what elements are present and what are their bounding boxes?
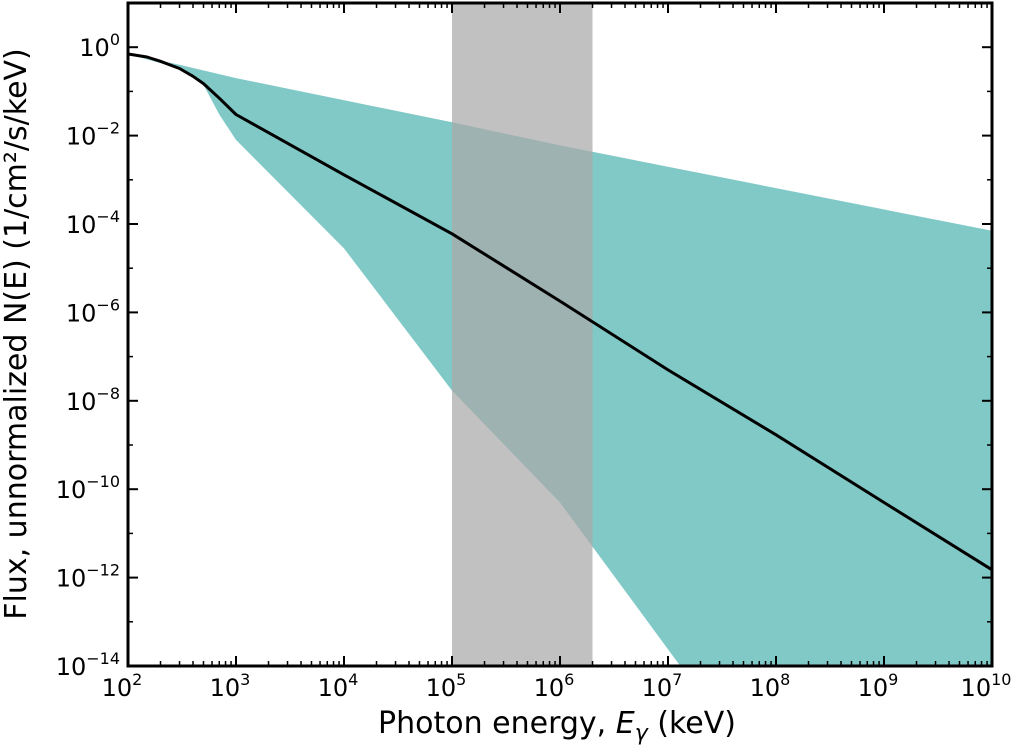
y-tick-label: 100 [79,30,120,62]
x-tick-label: 106 [534,670,575,702]
x-tick-base: 10 [210,674,241,702]
y-tick-label: 10−2 [66,119,120,151]
x-tick-base: 10 [961,674,992,702]
y-tick-exponent: −10 [86,472,120,491]
y-tick-label: 10−6 [66,295,120,327]
y-tick-label: 10−8 [66,384,120,416]
x-tick-label: 104 [318,670,359,702]
x-tick-exponent: 9 [888,670,898,689]
x-tick-base: 10 [642,674,673,702]
y-tick-label: 10−10 [56,472,120,504]
y-tick-exponent: −14 [86,649,120,668]
y-tick-exponent: −8 [96,384,120,403]
plot-frame [126,1,994,668]
y-tick-base: 10 [56,476,87,504]
x-tick-base: 10 [750,674,781,702]
x-tick-label: 105 [426,670,467,702]
x-axis-title-symbol: E [616,706,635,741]
y-tick-exponent: −12 [86,561,120,580]
y-tick-exponent: −2 [96,119,120,138]
flux-curve [128,52,992,572]
y-tick-exponent: 0 [110,30,120,49]
y-tick-base: 10 [66,299,97,327]
x-tick-label: 103 [210,670,251,702]
x-axis-title: Photon energy, Eγ (keV) [378,706,736,746]
x-tick-exponent: 2 [132,670,142,689]
x-tick-labels: 102 103 104 105 106 107 108 109 1010 [102,670,1012,702]
shaded-energy-region [452,3,593,666]
x-tick-base: 10 [426,674,457,702]
y-tick-label: 10−14 [56,649,120,681]
y-tick-label: 10−12 [56,561,120,593]
x-tick-exponent: 4 [348,670,358,689]
y-axis-title: Flux, unnormalized N(E) (1/cm²/s/keV) [0,48,34,620]
y-tick-base: 10 [66,388,97,416]
x-tick-base: 10 [318,674,349,702]
y-tick-base: 10 [79,34,110,62]
x-tick-base: 10 [534,674,565,702]
y-tick-base: 10 [56,653,87,681]
y-tick-label: 10−4 [66,207,120,239]
x-tick-exponent: 7 [672,670,682,689]
y-tick-exponent: −4 [96,207,120,226]
shaded-energy-region-rect [452,3,593,666]
x-tick-exponent: 8 [780,670,790,689]
y-tick-base: 10 [66,123,97,151]
x-tick-exponent: 10 [991,670,1011,689]
x-tick-label: 108 [750,670,791,702]
x-axis-title-unit: (keV) [648,706,736,741]
y-tick-base: 10 [56,565,87,593]
x-tick-label: 107 [642,670,683,702]
x-tick-label: 102 [102,670,143,702]
x-tick-base: 10 [858,674,889,702]
x-tick-label: 109 [858,670,899,702]
x-axis-title-subscript: γ [635,721,649,746]
x-tick-exponent: 5 [456,670,466,689]
x-tick-label: 1010 [961,670,1012,702]
x-tick-base: 10 [102,674,133,702]
y-tick-base: 10 [66,211,97,239]
x-tick-exponent: 6 [564,670,574,689]
flux-curve-line [128,52,992,572]
x-tick-exponent: 3 [240,670,250,689]
y-tick-exponent: −6 [96,295,120,314]
x-axis-title-text: Photon energy, [378,706,616,741]
